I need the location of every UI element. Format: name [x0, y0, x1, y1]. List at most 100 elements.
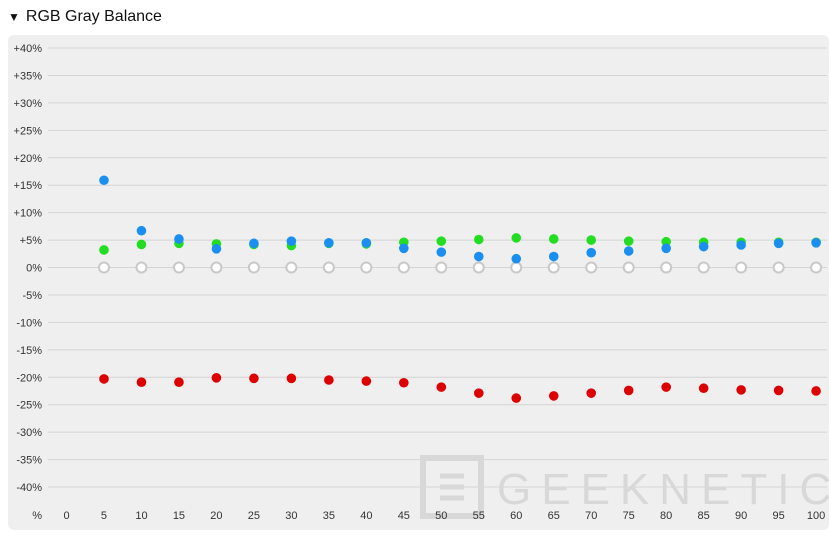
x-tick-label: 60	[510, 510, 522, 522]
red-point	[361, 376, 372, 386]
blue-point	[136, 225, 147, 236]
x-tick-label: 50	[435, 510, 447, 522]
red-point	[773, 385, 784, 396]
blue-point	[661, 243, 671, 254]
reference-point	[135, 261, 148, 274]
y-tick-label: -30%	[16, 427, 42, 439]
red-point	[211, 372, 222, 383]
blue-point	[473, 251, 484, 262]
green-point	[661, 236, 671, 247]
blue-point	[811, 238, 821, 248]
blue-point	[586, 247, 597, 258]
watermark-logo-box	[420, 455, 484, 519]
series-green	[99, 233, 821, 255]
y-tick-label: 0%	[26, 263, 42, 275]
y-tick-label: -25%	[16, 400, 42, 412]
blue-point	[99, 175, 109, 186]
blue-point	[623, 246, 634, 256]
red-point	[136, 377, 147, 387]
x-axis-label: %	[32, 510, 42, 522]
red-point	[511, 393, 522, 403]
watermark: GEEKNETIC	[420, 455, 829, 519]
blue-point	[211, 244, 222, 254]
reference-point	[472, 261, 485, 274]
chart-panel	[8, 35, 829, 530]
red-point	[324, 375, 334, 385]
red-point	[698, 383, 709, 394]
green-point	[436, 236, 447, 246]
blue-point	[286, 236, 297, 246]
red-point	[99, 374, 109, 384]
x-tick-label: 20	[210, 510, 222, 522]
x-tick-label: 35	[323, 510, 335, 522]
x-tick-label: 90	[735, 510, 747, 522]
reference-point	[172, 261, 185, 274]
x-tick-label: 70	[585, 510, 597, 522]
y-tick-label: +15%	[14, 180, 43, 192]
watermark-text: GEEKNETIC	[497, 465, 829, 514]
y-tick-label: +5%	[20, 235, 43, 247]
reference-point	[735, 261, 748, 274]
x-tick-label: 75	[623, 510, 635, 522]
x-tick-label: 30	[285, 510, 297, 522]
red-point	[436, 382, 447, 392]
triangle-down-icon[interactable]: ▼	[8, 10, 20, 24]
blue-point	[174, 234, 184, 244]
green-point	[548, 234, 559, 244]
blue-point	[399, 243, 409, 254]
y-tick-label: -35%	[16, 455, 42, 467]
data-points	[97, 175, 823, 403]
red-point	[473, 388, 484, 398]
blue-point	[698, 241, 709, 252]
y-axis-ticks: +40% +35% +30% +25% +20% +15% +10% +5% 0% -5% -10%…	[14, 43, 43, 494]
x-tick-label: 55	[473, 510, 485, 522]
blue-point	[548, 251, 559, 262]
y-tick-label: +35%	[14, 70, 43, 82]
x-tick-label: 45	[398, 510, 410, 522]
reference-point	[547, 261, 560, 274]
y-tick-label: +10%	[14, 208, 43, 220]
reference-point	[247, 261, 260, 274]
section-header[interactable]: ▼ RGB Gray Balance	[8, 6, 162, 28]
x-tick-label: 10	[135, 510, 147, 522]
red-point	[586, 388, 597, 398]
reference-point	[622, 261, 635, 274]
reference-point	[510, 261, 523, 274]
y-tick-label: -10%	[16, 317, 42, 329]
red-point	[174, 377, 184, 387]
reference-point	[97, 261, 110, 274]
x-tick-label: 0	[63, 510, 69, 522]
red-point	[249, 373, 259, 384]
blue-point	[361, 238, 372, 248]
x-tick-label: 15	[173, 510, 185, 522]
blue-point	[324, 238, 334, 248]
reference-point	[360, 261, 373, 274]
red-point	[286, 373, 297, 384]
red-point	[736, 385, 746, 395]
reference-point	[435, 261, 448, 274]
y-tick-label: +40%	[14, 43, 43, 55]
reference-point	[810, 261, 823, 274]
reference-point	[697, 261, 710, 274]
y-tick-label: -40%	[16, 482, 42, 494]
blue-point	[736, 240, 746, 250]
green-point	[623, 236, 634, 246]
x-tick-label: 95	[772, 510, 784, 522]
y-tick-label: -20%	[16, 372, 42, 384]
y-tick-label: -5%	[22, 290, 42, 302]
series-red	[99, 372, 821, 403]
red-point	[399, 377, 409, 388]
watermark-logo-lines	[440, 473, 464, 501]
red-point	[661, 382, 671, 392]
reference-point	[585, 261, 598, 274]
x-tick-label: 85	[698, 510, 710, 522]
reference-point	[322, 261, 335, 274]
x-axis-ticks: 0 5 10 15 20 25 30 35 40 45 50 55 60 65 70 75 80 85 90 95 10…	[63, 510, 825, 522]
y-tick-label: +20%	[14, 153, 43, 165]
green-point	[511, 233, 522, 243]
series-reference	[97, 261, 823, 274]
reference-point	[397, 261, 410, 274]
blue-point	[249, 238, 259, 249]
red-point	[811, 386, 821, 396]
